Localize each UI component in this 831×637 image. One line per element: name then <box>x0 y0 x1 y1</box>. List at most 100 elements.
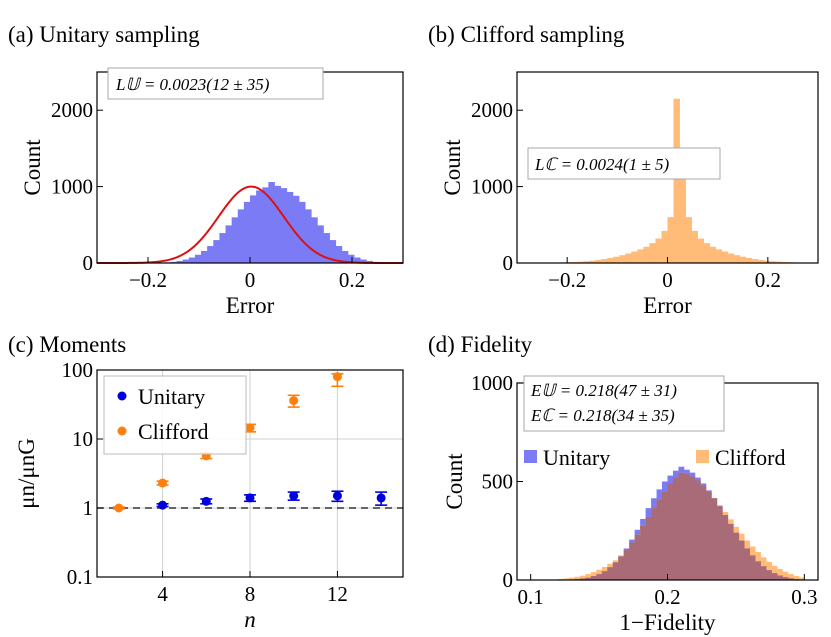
histogram-bar <box>256 190 263 263</box>
panel-a: −0.2 0 0.2 0 1000 2000 (a) Unitary sampling Err… <box>8 22 404 318</box>
histogram-bar-overlap <box>656 499 663 580</box>
panel-title-d: (d) Fidelity <box>428 332 533 357</box>
histogram-bar-overlap <box>590 576 597 580</box>
data-point-clifford <box>332 372 342 382</box>
legend-swatch-clifford <box>696 450 709 463</box>
histogram-bar-clifford <box>771 565 778 580</box>
histogram-bar-overlap <box>640 525 647 580</box>
histogram-bar-overlap <box>738 540 745 580</box>
histogram-bar <box>286 191 294 263</box>
histogram-bar <box>757 259 765 263</box>
histogram-bar-overlap <box>787 578 794 580</box>
histogram-bar-overlap <box>776 575 783 580</box>
histogram-bar <box>691 230 698 263</box>
histogram-bar <box>715 249 723 263</box>
histogram-bar <box>601 259 608 263</box>
histogram-bar <box>745 257 753 263</box>
histogram-bar <box>360 259 367 263</box>
histogram-bar <box>733 255 741 263</box>
histogram-bar <box>207 246 214 263</box>
histogram-bar-overlap <box>645 516 652 580</box>
histogram-bar-clifford <box>568 577 575 580</box>
y-axis-label-b: Count <box>440 139 465 196</box>
histogram-bar <box>583 261 590 263</box>
panel-c: 4 8 12 0.1 1 10 100(c) Moments n μn/μnG Unitary Cl… <box>8 332 404 632</box>
histogram-bar <box>194 254 202 263</box>
histogram-bar <box>727 253 735 263</box>
y-axis-label-a: Count <box>20 139 45 196</box>
histogram-bar <box>201 250 208 263</box>
histogram-bar <box>655 238 662 263</box>
annotation-text: Lℂ = 0.0024(1 ± 5) <box>534 155 670 174</box>
histogram-bar <box>613 256 620 263</box>
histogram-bar-overlap <box>667 483 674 580</box>
panel-b: −0.2 0 0.2 0 1000 2000 (b) Clifford sampling Er… <box>428 22 819 318</box>
histogram-bar-overlap <box>771 573 778 580</box>
histogram-bar-overlap <box>634 534 641 580</box>
y-tick-label: 1 <box>83 496 94 520</box>
histogram-bar <box>317 225 324 263</box>
histogram-bar <box>667 217 674 263</box>
histogram-bar-clifford <box>787 574 794 580</box>
histogram-bar-overlap <box>722 514 729 580</box>
y-tick-label: 1000 <box>471 175 513 199</box>
histogram-bar <box>274 185 281 263</box>
histogram-bar-overlap <box>683 473 690 580</box>
panel-d: 0.1 0.2 0.3 0 500 1000 (d) Fidelity 1−Fidelity C… <box>428 332 819 635</box>
histogram-bar-overlap <box>733 532 740 580</box>
x-tick-label: 0.2 <box>755 268 781 292</box>
histogram-bar-overlap <box>694 480 701 580</box>
histogram-bar <box>225 225 233 263</box>
histogram-bar <box>709 246 717 263</box>
x-tick-label: 0 <box>662 268 673 292</box>
y-tick-label: 2000 <box>51 98 93 122</box>
histogram-bar <box>637 249 644 263</box>
histogram-bar <box>219 233 226 263</box>
histogram-bar-clifford <box>563 578 570 580</box>
histogram-bar-clifford <box>574 576 581 580</box>
x-axis-label-d: 1−Fidelity <box>619 610 716 635</box>
data-point-clifford <box>289 396 299 406</box>
histogram-bar <box>607 257 614 263</box>
panel-title-b: (b) Clifford sampling <box>428 22 625 47</box>
histogram-bar-overlap <box>755 561 761 580</box>
data-point-unitary <box>376 493 386 503</box>
histogram-bar-overlap <box>678 472 685 580</box>
data-point-unitary <box>158 500 168 510</box>
annotation-text: L𝕌 = 0.0023(12 ± 35) <box>115 75 270 94</box>
histogram-bar-clifford <box>585 574 592 580</box>
histogram-bar <box>335 246 343 263</box>
annotation-text: Eℂ = 0.218(34 ± 35) <box>530 406 675 425</box>
histogram-bar <box>595 259 602 263</box>
x-tick-label: −0.2 <box>129 268 167 292</box>
histogram-bar-clifford <box>798 577 805 580</box>
histogram-bar <box>625 253 632 263</box>
y-tick-label: 1000 <box>471 371 513 395</box>
x-tick-label: 0.1 <box>518 585 544 609</box>
histogram-bar-overlap <box>782 577 789 580</box>
annotation-box <box>523 375 725 432</box>
panel-title-c: (c) Moments <box>8 332 126 357</box>
x-tick-label: −0.2 <box>548 268 586 292</box>
histogram-bar <box>341 250 349 263</box>
panel-title-a: (a) Unitary sampling <box>8 22 200 47</box>
histogram-bar <box>182 259 190 263</box>
histogram-bar-overlap <box>749 555 756 580</box>
histogram-bar-overlap <box>711 498 718 580</box>
histogram-bar <box>231 217 239 263</box>
histogram-bar <box>589 260 596 263</box>
histogram-bar <box>751 259 759 263</box>
legend-marker-unitary <box>117 391 127 401</box>
histogram-bar <box>176 260 184 263</box>
histogram-bar <box>643 246 650 263</box>
histogram-bar <box>619 255 626 263</box>
legend-box <box>103 375 247 455</box>
histogram-bar-clifford <box>776 568 783 580</box>
histogram-bar-overlap <box>672 477 679 580</box>
y-tick-label: 0 <box>503 568 514 592</box>
legend-swatch-unitary <box>524 450 537 463</box>
histogram-bar-overlap <box>716 506 723 580</box>
histogram-bar-clifford <box>579 575 586 580</box>
y-tick-label: 500 <box>482 470 514 494</box>
